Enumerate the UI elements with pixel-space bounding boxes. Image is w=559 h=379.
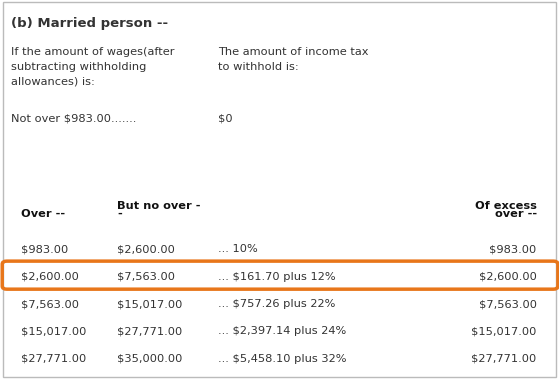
Text: $27,771.00: $27,771.00	[21, 354, 87, 363]
Text: $0: $0	[218, 114, 233, 124]
Text: $27,771.00: $27,771.00	[117, 326, 183, 336]
Text: But no over -: But no over -	[117, 201, 201, 211]
Text: $27,771.00: $27,771.00	[471, 354, 537, 363]
Text: $2,600.00: $2,600.00	[479, 272, 537, 282]
Text: $35,000.00: $35,000.00	[117, 354, 183, 363]
Text: $983.00: $983.00	[21, 244, 69, 254]
Text: $983.00: $983.00	[489, 244, 537, 254]
Text: If the amount of wages(after
subtracting withholding
allowances) is:: If the amount of wages(after subtracting…	[11, 47, 174, 86]
Text: $15,017.00: $15,017.00	[21, 326, 87, 336]
Text: ... $161.70 plus 12%: ... $161.70 plus 12%	[218, 272, 335, 282]
Text: $2,600.00: $2,600.00	[21, 272, 79, 282]
Text: ... 10%: ... 10%	[218, 244, 258, 254]
Text: Not over $983.00.......: Not over $983.00.......	[11, 114, 136, 124]
Text: ... $757.26 plus 22%: ... $757.26 plus 22%	[218, 299, 335, 309]
Text: -: -	[117, 209, 122, 219]
Text: over --: over --	[495, 209, 537, 219]
Text: (b) Married person --: (b) Married person --	[11, 17, 168, 30]
Text: $7,563.00: $7,563.00	[479, 299, 537, 309]
Text: $2,600.00: $2,600.00	[117, 244, 176, 254]
Text: Of excess: Of excess	[475, 201, 537, 211]
Text: ... $5,458.10 plus 32%: ... $5,458.10 plus 32%	[218, 354, 347, 363]
Text: ... $2,397.14 plus 24%: ... $2,397.14 plus 24%	[218, 326, 346, 336]
Text: $7,563.00: $7,563.00	[21, 299, 79, 309]
Text: $15,017.00: $15,017.00	[471, 326, 537, 336]
Text: $7,563.00: $7,563.00	[117, 272, 176, 282]
Text: The amount of income tax
to withhold is:: The amount of income tax to withhold is:	[218, 47, 368, 72]
Text: $15,017.00: $15,017.00	[117, 299, 183, 309]
Text: Over --: Over --	[21, 209, 65, 219]
